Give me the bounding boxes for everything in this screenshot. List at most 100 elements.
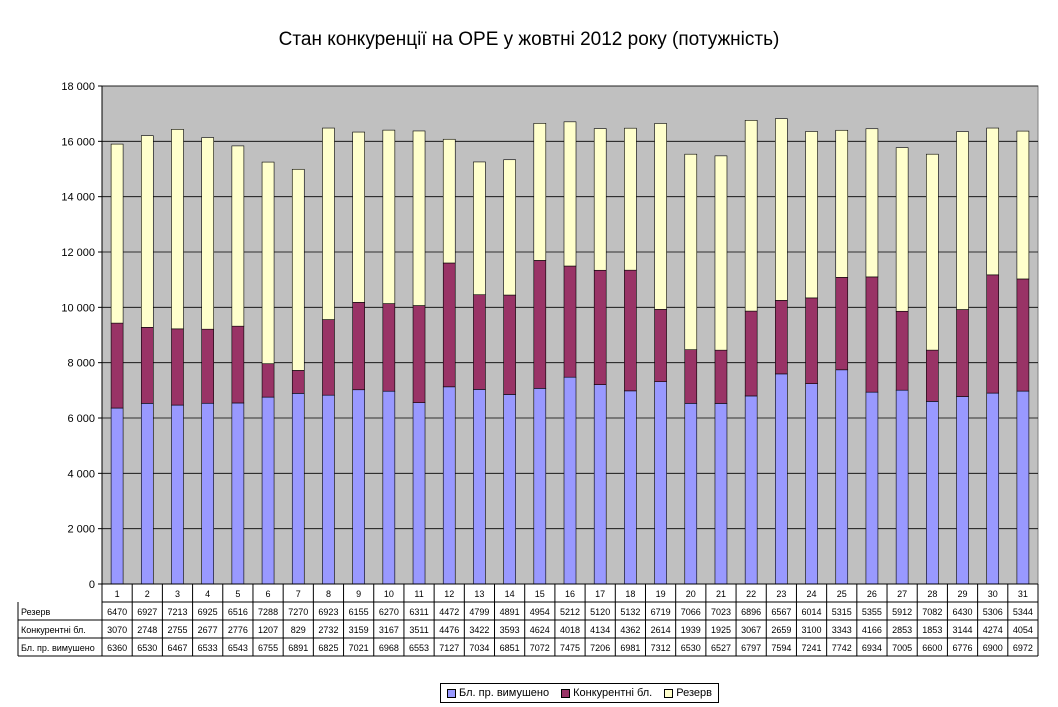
x-tick-label: 11 (414, 589, 423, 599)
data-label: 7082 (922, 607, 942, 617)
bar-segment (714, 403, 728, 585)
legend-swatch (664, 688, 674, 698)
bar-segment (1016, 390, 1030, 585)
data-label: 5132 (620, 607, 640, 617)
x-tick-label: 7 (296, 589, 301, 599)
bar-segment (231, 325, 245, 404)
table-row-label: Бл. пр. вимушено (21, 643, 95, 653)
data-label: 6981 (620, 643, 640, 653)
bar-segment (382, 390, 396, 585)
bar-segment (412, 402, 426, 585)
data-label: 6925 (198, 607, 218, 617)
data-label: 5315 (832, 607, 852, 617)
data-label: 2748 (137, 625, 157, 635)
x-tick-label: 9 (356, 589, 361, 599)
y-tick-label: 8 000 (67, 358, 95, 370)
y-tick-label: 4 000 (67, 468, 95, 480)
bar-segment (563, 265, 577, 378)
data-label: 2659 (771, 625, 791, 635)
bar-segment (986, 392, 1000, 585)
bar-segment (714, 155, 728, 351)
bar-segment (322, 319, 335, 396)
data-label: 3159 (349, 625, 369, 635)
x-tick-label: 10 (384, 589, 394, 599)
bar-segment (775, 118, 788, 301)
x-tick-label: 23 (776, 589, 786, 599)
y-tick-label: 6 000 (67, 413, 95, 425)
data-label: 7127 (439, 643, 459, 653)
data-label: 6776 (953, 643, 973, 653)
data-label: 6527 (711, 643, 731, 653)
bar-segment (442, 386, 456, 585)
data-label: 6155 (349, 607, 369, 617)
data-label: 4018 (560, 625, 580, 635)
x-tick-label: 31 (1018, 589, 1028, 599)
bar-segment (986, 127, 1000, 276)
bar-segment (261, 161, 275, 365)
data-label: 7005 (892, 643, 912, 653)
data-label: 6891 (288, 643, 308, 653)
legend-swatch (447, 688, 456, 698)
bar-segment (654, 309, 667, 383)
bar-segment (624, 127, 637, 271)
bar-segment (1016, 278, 1030, 392)
data-label: 4054 (1013, 625, 1033, 635)
data-label: 829 (291, 625, 306, 635)
bar-segment (352, 389, 365, 585)
data-label: 7213 (167, 607, 187, 617)
data-label: 6927 (137, 607, 157, 617)
y-axis: 0 2 000 4 000 6 000 8 000 10 000 12 000 14 000 1… (61, 81, 103, 591)
table-row-label: Конкурентні бл. (21, 625, 86, 635)
data-label: 6014 (802, 607, 822, 617)
bar-segment (110, 322, 124, 409)
data-label: 2732 (318, 625, 338, 635)
x-tick-label: 15 (535, 589, 545, 599)
data-label: 1207 (258, 625, 278, 635)
x-tick-label: 18 (625, 589, 635, 599)
x-tick-label: 12 (444, 589, 454, 599)
data-label: 1939 (681, 625, 701, 635)
data-label: 3100 (802, 625, 822, 635)
x-tick-label: 29 (958, 589, 968, 599)
data-label: 7066 (681, 607, 701, 617)
bar-segment (382, 129, 396, 304)
data-label: 6896 (741, 607, 761, 617)
bar-segment (744, 310, 758, 397)
bar-segment (503, 294, 516, 395)
bar-segment (140, 327, 154, 404)
bar-segment (926, 349, 939, 402)
data-label: 3167 (379, 625, 399, 635)
bar-segment (261, 396, 275, 585)
bar-segment (986, 274, 1000, 394)
bar-segment (533, 260, 547, 389)
legend-label: Конкурентні бл. (573, 687, 653, 699)
bar-segment (503, 159, 516, 296)
x-tick-label: 22 (746, 589, 756, 599)
bar-segment (291, 168, 305, 371)
data-label: 6516 (228, 607, 248, 617)
bar-segment (805, 383, 818, 585)
bar-segment (140, 403, 154, 585)
data-table: Резерв 6470 6927 7213 6925 6516 7288 7270 6923 61… (17, 583, 1039, 657)
data-label: 4362 (620, 625, 640, 635)
bar-segment (654, 381, 667, 585)
bar-segment (956, 309, 969, 397)
y-tick-label: 12 000 (61, 247, 95, 259)
bar-segment (563, 121, 577, 267)
bars (110, 118, 1030, 585)
bar-segment (835, 277, 849, 371)
data-label: 6467 (167, 643, 187, 653)
data-label: 4166 (862, 625, 882, 635)
data-label: 6530 (681, 643, 701, 653)
bar-segment (291, 393, 305, 585)
bar-segment (593, 384, 607, 585)
data-label: 7034 (469, 643, 489, 653)
data-label: 6755 (258, 643, 278, 653)
data-label: 5912 (892, 607, 912, 617)
bar-segment (865, 391, 879, 585)
x-tick-label: 20 (686, 589, 696, 599)
legend-item: Резерв (664, 687, 712, 699)
data-label: 3070 (107, 625, 127, 635)
data-label: 7288 (258, 607, 278, 617)
